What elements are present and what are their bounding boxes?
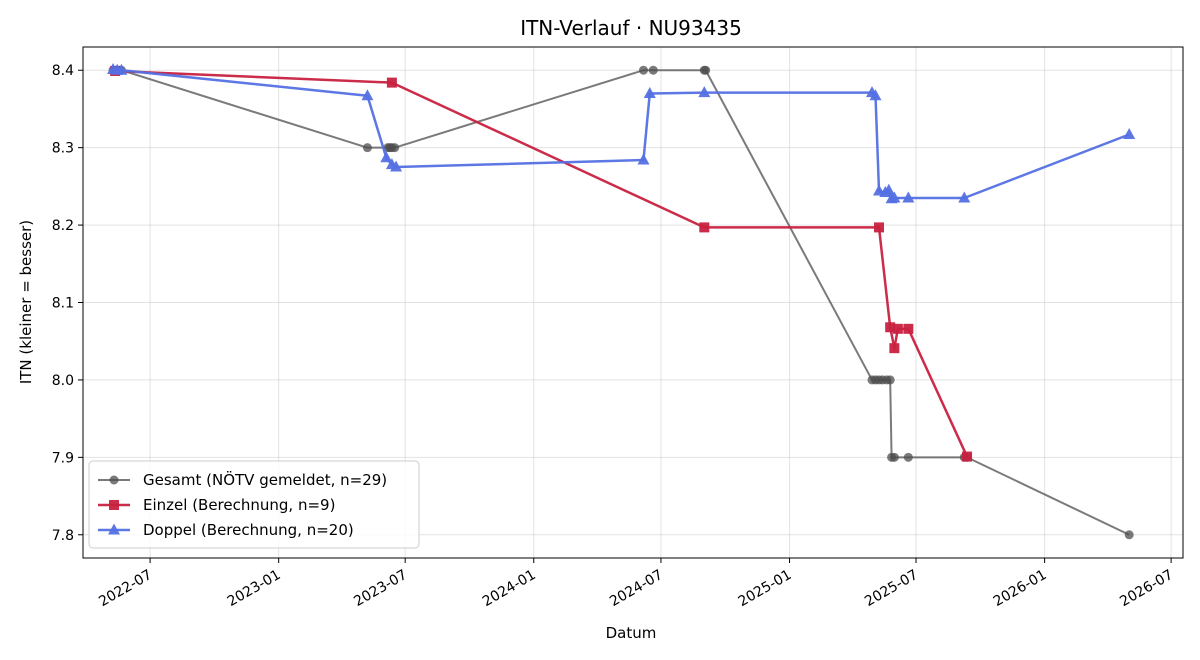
data-point-einzel xyxy=(885,322,896,333)
legend-marker xyxy=(108,523,120,535)
data-point-doppel xyxy=(115,63,128,75)
chart-title: ITN-Verlauf · NU93435 xyxy=(520,16,742,40)
x-tick-label: 2024-07 xyxy=(607,567,666,610)
y-tick-label: 8.0 xyxy=(52,373,74,389)
data-point-einzel xyxy=(962,451,973,462)
legend-box xyxy=(88,460,420,549)
x-tick-label: 2025-01 xyxy=(736,567,795,610)
data-point-doppel xyxy=(888,191,901,203)
data-point-doppel xyxy=(902,191,915,203)
data-point-doppel xyxy=(637,153,650,165)
series-layer xyxy=(107,62,1136,540)
series-doppel xyxy=(107,62,1136,204)
x-tick-label: 2024-01 xyxy=(480,567,539,610)
y-tick-label: 7.8 xyxy=(52,528,74,544)
data-point-einzel xyxy=(699,222,710,233)
data-point-gesamt xyxy=(903,452,913,462)
data-point-gesamt xyxy=(390,143,400,153)
y-tick-label: 8.4 xyxy=(52,63,74,79)
legend-marker xyxy=(109,500,119,510)
data-point-einzel xyxy=(386,77,397,88)
legend: Gesamt (NÖTV gemeldet, n=29) Einzel (Bere… xyxy=(88,460,420,549)
data-point-einzel xyxy=(903,323,914,334)
legend-marker xyxy=(109,475,119,485)
series-line-einzel xyxy=(115,69,969,458)
x-tick-label: 2022-07 xyxy=(96,567,155,610)
data-point-gesamt xyxy=(885,375,895,385)
data-point-doppel xyxy=(380,151,393,163)
y-axis-label: ITN (kleiner = besser) xyxy=(17,220,35,384)
y-tick-label: 8.2 xyxy=(52,218,74,234)
series-einzel xyxy=(110,66,973,462)
legend-label: Einzel (Berechnung, n=9) xyxy=(143,496,335,514)
data-point-einzel xyxy=(873,222,884,233)
data-point-doppel xyxy=(390,160,403,172)
data-point-gesamt xyxy=(648,65,658,75)
x-tick-label: 2025-07 xyxy=(862,567,921,610)
grid xyxy=(83,47,1183,558)
x-tick-label: 2023-07 xyxy=(351,567,410,610)
data-point-einzel xyxy=(889,343,900,354)
data-point-doppel xyxy=(869,89,882,101)
legend-label: Doppel (Berechnung, n=20) xyxy=(143,521,354,539)
x-axis-label: Datum xyxy=(606,624,657,642)
data-point-gesamt xyxy=(362,143,372,153)
data-point-doppel xyxy=(361,89,374,101)
data-point-gesamt xyxy=(1124,530,1134,540)
data-point-doppel xyxy=(698,86,711,98)
y-tick-label: 8.3 xyxy=(52,141,74,157)
legend-item-einzel: Einzel (Berechnung, n=9) xyxy=(98,496,335,514)
y-tick-label: 8.1 xyxy=(52,296,74,312)
x-tick-label: 2026-01 xyxy=(991,567,1050,610)
legend-label: Gesamt (NÖTV gemeldet, n=29) xyxy=(143,470,387,489)
data-point-doppel xyxy=(882,183,895,195)
y-tick-label: 7.9 xyxy=(52,450,74,466)
x-tick-label: 2023-01 xyxy=(225,567,284,610)
x-tick-label: 2026-07 xyxy=(1117,567,1176,610)
data-point-doppel xyxy=(1123,127,1136,139)
data-point-gesamt xyxy=(889,452,899,462)
series-line-doppel xyxy=(112,68,1130,200)
legend-item-doppel: Doppel (Berechnung, n=20) xyxy=(98,521,354,539)
data-point-gesamt xyxy=(638,65,648,75)
legend-item-gesamt: Gesamt (NÖTV gemeldet, n=29) xyxy=(98,470,387,489)
data-point-doppel xyxy=(643,86,656,98)
data-point-doppel xyxy=(958,191,971,203)
data-point-einzel xyxy=(892,323,903,334)
data-point-gesamt xyxy=(701,65,711,75)
